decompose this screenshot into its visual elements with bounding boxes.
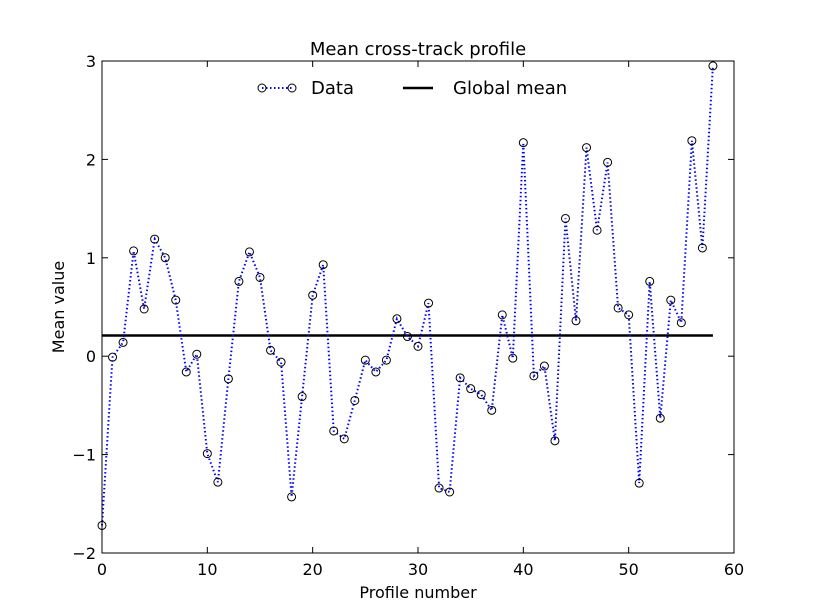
- data-point: [392, 314, 402, 324]
- y-tick-label: −1: [72, 446, 96, 465]
- data-point: [171, 295, 181, 305]
- data-point: [255, 272, 265, 282]
- x-tick-label: 0: [97, 560, 107, 579]
- data-point: [508, 353, 518, 363]
- data-point: [160, 253, 170, 263]
- x-tick-label: 10: [197, 560, 217, 579]
- data-point: [118, 337, 128, 347]
- legend-mean-label: Global mean: [453, 78, 567, 99]
- data-point: [539, 361, 549, 371]
- data-point: [234, 276, 244, 286]
- data-point: [381, 355, 391, 365]
- data-point: [139, 304, 149, 314]
- data-point: [297, 392, 307, 402]
- data-point: [624, 310, 634, 320]
- y-tick-label: 3: [86, 52, 96, 71]
- data-point: [518, 138, 528, 148]
- data-point: [434, 483, 444, 493]
- data-point: [318, 260, 328, 270]
- axes: 0 10 20 30 40 50 60 −2 −1 0 1 2 3: [72, 52, 744, 579]
- data-point: [455, 373, 465, 383]
- data-point: [582, 143, 592, 153]
- chart-title: Mean cross-track profile: [310, 39, 526, 60]
- x-tick-label: 40: [513, 560, 533, 579]
- data-point: [634, 478, 644, 488]
- data-point: [213, 477, 223, 487]
- data-point: [339, 434, 349, 444]
- legend-data-marker: [257, 83, 267, 93]
- data-point: [476, 390, 486, 400]
- data-point: [223, 374, 233, 384]
- data-point: [592, 225, 602, 235]
- plot-area: [97, 61, 718, 530]
- data-point: [613, 303, 623, 313]
- data-point: [202, 449, 212, 459]
- series-data-line: [101, 65, 714, 526]
- data-point: [308, 290, 318, 300]
- data-point: [466, 384, 476, 394]
- data-point: [266, 345, 276, 355]
- data-point: [666, 295, 676, 305]
- data-point: [560, 213, 570, 223]
- data-point: [413, 341, 423, 351]
- data-point: [287, 492, 297, 502]
- x-tick-label: 30: [408, 560, 428, 579]
- data-point: [603, 157, 613, 167]
- x-axis-label: Profile number: [359, 583, 477, 602]
- legend-data-label: Data: [311, 78, 354, 99]
- data-point: [350, 395, 360, 405]
- data-point: [108, 352, 118, 362]
- data-point: [676, 318, 686, 328]
- x-tick-label: 60: [724, 560, 744, 579]
- data-point: [708, 61, 718, 71]
- data-point: [150, 234, 160, 244]
- y-tick-label: 2: [86, 150, 96, 169]
- y-tick-label: 1: [86, 249, 96, 268]
- data-point: [402, 332, 412, 342]
- y-axis-label: Mean value: [49, 261, 68, 353]
- data-point: [360, 355, 370, 365]
- x-tick-label: 20: [302, 560, 322, 579]
- data-point: [497, 310, 507, 320]
- legend-data-marker: [287, 83, 297, 93]
- data-point: [571, 316, 581, 326]
- data-point: [487, 405, 497, 415]
- data-point: [550, 436, 560, 446]
- x-tick-label: 50: [618, 560, 638, 579]
- data-point: [244, 247, 254, 257]
- data-point: [687, 136, 697, 146]
- legend: Data Global mean: [257, 78, 567, 99]
- data-point: [424, 298, 434, 308]
- data-point: [645, 276, 655, 286]
- data-point: [371, 367, 381, 377]
- y-tick-label: −2: [72, 544, 96, 563]
- data-point: [181, 367, 191, 377]
- data-point: [529, 371, 539, 381]
- data-point: [276, 357, 286, 367]
- data-point: [129, 246, 139, 256]
- data-point: [329, 426, 339, 436]
- data-point: [697, 243, 707, 253]
- data-point: [655, 413, 665, 423]
- y-tick-label: 0: [86, 347, 96, 366]
- data-point: [192, 349, 202, 359]
- data-point: [445, 487, 455, 497]
